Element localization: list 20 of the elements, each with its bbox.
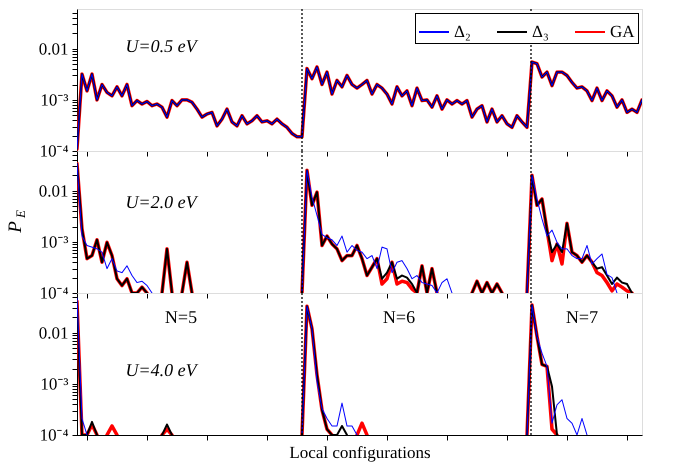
y-tick-label: 0.01 bbox=[38, 39, 68, 58]
y-tick-label: 10⁻⁴ bbox=[40, 426, 69, 444]
annotation: N=7 bbox=[566, 307, 598, 327]
annotation: U=2.0 eV bbox=[125, 192, 199, 212]
legend-label: Δ₂ bbox=[454, 22, 471, 41]
legend-label: GA bbox=[610, 22, 636, 41]
y-tick-label: 10⁻³ bbox=[40, 232, 68, 252]
y-tick-label: 10⁻³ bbox=[40, 90, 68, 110]
y-tick-label: 10⁻³ bbox=[40, 374, 68, 394]
annotation: U=0.5 eV bbox=[125, 36, 199, 56]
y-tick-label: 0.01 bbox=[38, 181, 68, 200]
y-tick-label: 10⁻⁴ bbox=[40, 142, 69, 160]
x-axis-title: Local configurations bbox=[289, 443, 431, 462]
annotation: U=4.0 eV bbox=[125, 360, 199, 380]
y-tick-label: 10⁻⁴ bbox=[40, 284, 69, 302]
annotation: N=5 bbox=[164, 307, 198, 327]
legend-label: Δ₃ bbox=[532, 22, 549, 41]
y-axis-title: PE bbox=[5, 210, 28, 234]
y-tick-label: 0.01 bbox=[38, 323, 68, 342]
annotation: N=6 bbox=[382, 307, 416, 327]
